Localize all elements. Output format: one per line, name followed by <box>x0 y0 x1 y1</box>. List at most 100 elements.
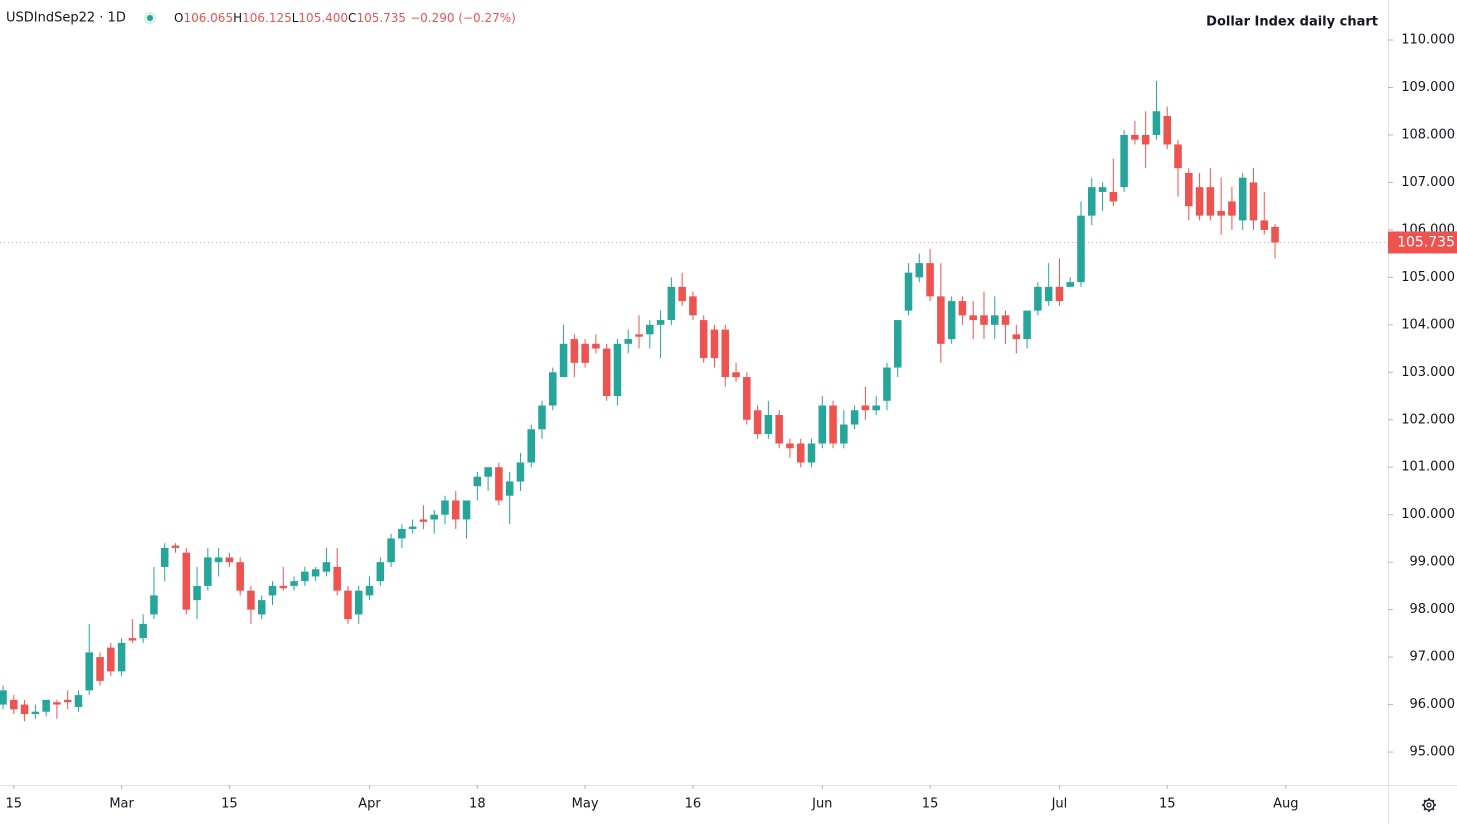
candle-body <box>322 562 331 572</box>
candle-body <box>1271 226 1279 243</box>
candle-body <box>796 443 805 463</box>
candle-body <box>376 562 385 582</box>
candle-body <box>937 296 945 344</box>
settings-tooth <box>1431 807 1435 811</box>
candles <box>0 80 1279 722</box>
x-tick-label: 15 <box>1159 797 1176 812</box>
x-tick-label: Apr <box>358 797 381 812</box>
candle-body <box>398 528 406 539</box>
candle-body <box>807 443 816 463</box>
candle-body <box>1077 215 1085 283</box>
candle-body <box>893 320 902 368</box>
x-tick-label: Mar <box>109 797 134 812</box>
status-dot <box>147 15 153 21</box>
last-price-tag <box>1388 231 1457 254</box>
candle-body <box>624 339 633 344</box>
candle-body <box>214 557 223 563</box>
legend-key: C <box>348 11 356 25</box>
candle-body <box>290 581 298 586</box>
candle-body <box>689 296 697 316</box>
candle-body <box>764 415 773 435</box>
candle-body <box>549 372 557 406</box>
candle-body <box>1185 172 1193 207</box>
ohlc-legend: O106.065H106.125L105.400C105.735 −0.290 (… <box>174 11 516 25</box>
candle-body <box>1055 286 1064 302</box>
candle-body <box>1023 310 1031 340</box>
candle-body <box>559 343 568 378</box>
candle-body <box>732 372 740 378</box>
candle-body <box>1120 134 1128 188</box>
y-tick-label: 104.000 <box>1401 317 1455 332</box>
candle-body <box>473 476 482 487</box>
candle-body <box>646 324 654 335</box>
candle-body <box>861 405 870 411</box>
candle-body <box>128 638 137 641</box>
candle-body <box>850 410 859 425</box>
legend-value: 106.065 <box>183 11 233 25</box>
y-tick-label: 96.000 <box>1410 697 1456 712</box>
x-tick-label: 18 <box>469 797 486 812</box>
candle-body <box>354 590 363 615</box>
candle-body <box>1228 201 1236 216</box>
candle-body <box>635 334 643 337</box>
candle-body <box>958 301 967 316</box>
candle-body <box>63 699 72 703</box>
candle-body <box>85 652 94 691</box>
candle-body <box>818 405 827 444</box>
y-tick-label: 105.000 <box>1401 270 1455 285</box>
candle-body <box>775 415 783 444</box>
settings-hub <box>1426 802 1432 808</box>
legend-key: L <box>292 11 299 25</box>
candle-body <box>42 699 50 712</box>
candle-body <box>365 585 374 596</box>
candle-body <box>10 699 18 710</box>
candle-body <box>193 585 201 601</box>
candle-body <box>1012 334 1021 340</box>
candle-body <box>333 566 341 591</box>
candle-body <box>31 711 40 715</box>
candle-body <box>387 538 395 563</box>
candle-body <box>1141 134 1150 145</box>
x-tick-label: 15 <box>6 797 23 812</box>
candle-body <box>1001 315 1010 325</box>
candle-body <box>484 467 492 477</box>
candle-body <box>1238 177 1247 221</box>
candle-body <box>1217 210 1225 216</box>
annotation: Dollar Index daily chart <box>1206 15 1378 30</box>
y-tick-label: 101.000 <box>1401 460 1455 475</box>
candle-body <box>1249 182 1258 221</box>
candle-body <box>225 557 234 563</box>
candle-body <box>1152 111 1161 135</box>
candle-body <box>667 286 676 321</box>
legend-change: −0.290 (−0.27%) <box>410 11 516 25</box>
candle-body <box>656 320 665 325</box>
candle-body <box>20 704 29 715</box>
candle-body <box>204 557 212 586</box>
candle-body <box>495 467 503 501</box>
candle-body <box>926 263 934 297</box>
candle-body <box>829 405 837 444</box>
candle-body <box>990 315 999 325</box>
legend-key: H <box>233 11 242 25</box>
settings-icon[interactable] <box>1422 798 1436 812</box>
last-price-label: 105.735 <box>1397 234 1455 250</box>
candle-body <box>613 343 622 397</box>
y-tick-label: 95.000 <box>1410 745 1456 760</box>
candle-body <box>1087 187 1096 216</box>
candle-body <box>753 410 762 435</box>
y-tick-label: 97.000 <box>1410 650 1456 665</box>
candle-body <box>139 623 147 639</box>
y-tick-label: 99.000 <box>1410 555 1456 570</box>
settings-tooth <box>1423 799 1427 803</box>
candle-body <box>915 263 924 278</box>
settings-tooth <box>1423 807 1427 811</box>
candle-body <box>408 526 417 529</box>
candle-body <box>257 600 266 615</box>
candle-body <box>1163 115 1172 145</box>
candle-body <box>947 301 956 340</box>
candle-body <box>516 462 525 482</box>
candle-body <box>419 519 428 522</box>
candle-body <box>678 286 686 302</box>
